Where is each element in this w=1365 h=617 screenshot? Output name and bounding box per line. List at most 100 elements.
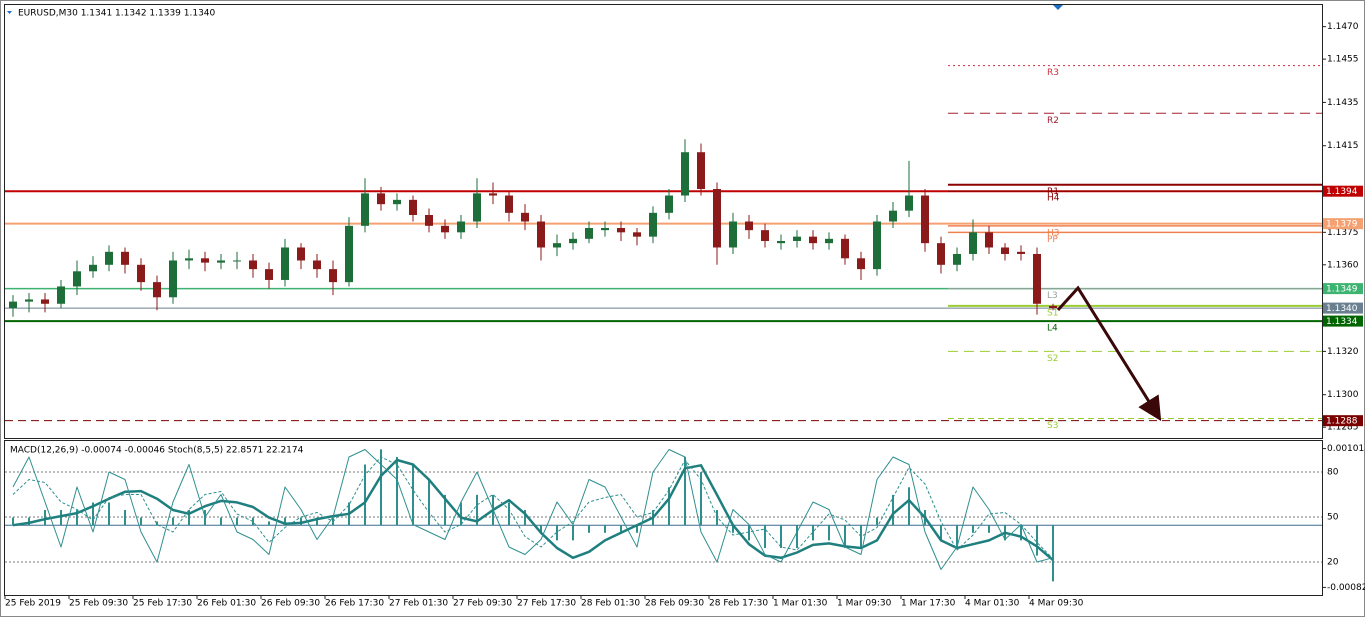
pivot-label: H3 (1047, 228, 1060, 238)
macd-bar (204, 510, 206, 526)
y-tick-label: 1.1455 (1327, 55, 1359, 65)
candle-body (441, 225, 449, 233)
pivot-label: R3 (1047, 68, 1059, 78)
candle-body (1017, 251, 1025, 254)
macd-bar (60, 510, 62, 526)
x-tick-label: 28 Feb 01:30 (581, 599, 640, 609)
macd-bar (796, 525, 798, 548)
y-tick-label: 1.1415 (1327, 141, 1359, 151)
candle-body (889, 210, 897, 222)
price-tag (1323, 185, 1363, 197)
candle-body (521, 212, 529, 222)
pivot-label: S2 (1047, 354, 1058, 364)
indicator-title: MACD(12,26,9) -0.00074 -0.00046 Stoch(8,… (10, 446, 304, 456)
candle-body (633, 232, 641, 237)
price-tag-label: 1.1334 (1326, 317, 1358, 327)
x-tick-label: 28 Feb 09:30 (645, 599, 704, 609)
macd-bar (508, 502, 510, 526)
pivot-label: S3 (1047, 421, 1058, 431)
macd-bar (572, 525, 574, 541)
candle-body (393, 199, 401, 205)
candle-body (9, 301, 17, 309)
y2-tick-label: 50 (1327, 513, 1339, 523)
candle-body (105, 251, 113, 265)
macd-bar (988, 525, 990, 533)
shift-marker[interactable] (1053, 5, 1063, 10)
y-tick-label: 1.1300 (1327, 390, 1359, 400)
macd-bar (236, 517, 238, 526)
candle-body (681, 152, 689, 196)
candle-body (729, 221, 737, 248)
macd-bar (636, 525, 638, 533)
y2-tick-label: 80 (1327, 468, 1339, 478)
macd-bar (380, 449, 382, 526)
macd-bar (44, 510, 46, 526)
candle-body (121, 251, 129, 265)
price-panel (4, 4, 1323, 439)
candle-body (217, 260, 225, 263)
price-tag (1323, 218, 1363, 230)
candle-body (697, 152, 705, 190)
candle-body (905, 195, 913, 211)
candle-body (25, 299, 33, 302)
indicator-line (12, 456, 1054, 560)
pivot-label: R2 (1047, 116, 1059, 126)
macd-bar (140, 517, 142, 526)
candle-body (601, 227, 609, 231)
candle-body (585, 227, 593, 239)
candle-body (153, 282, 161, 298)
candle-body (505, 195, 513, 213)
pivot-label: H4 (1047, 194, 1060, 204)
candle-body (569, 238, 577, 244)
y-tick-label: 1.1285 (1327, 423, 1359, 433)
pivot-label: L3 (1047, 291, 1058, 301)
candle-body (841, 238, 849, 259)
y2-tick-label: 20 (1327, 558, 1339, 568)
macd-bar (908, 487, 910, 526)
y-tick-label: 1.1375 (1327, 228, 1359, 238)
x-tick-label: 25 Feb 17:30 (133, 599, 192, 609)
x-tick-label: 1 Mar 01:30 (773, 599, 828, 609)
macd-bar (476, 494, 478, 526)
x-tick-label: 25 Feb 09:30 (69, 599, 128, 609)
macd-bar (1052, 525, 1054, 582)
macd-bar (124, 510, 126, 526)
candle-body (745, 221, 753, 231)
candle-body (777, 240, 785, 244)
candle-body (953, 253, 961, 265)
x-tick-label: 4 Mar 09:30 (1029, 599, 1084, 609)
macd-bar (108, 502, 110, 526)
y-tick-label: 0.00101 (1327, 444, 1364, 454)
price-tag-label: 1.1349 (1326, 285, 1358, 295)
price-tag-label: 1.1379 (1326, 220, 1358, 230)
candle-body (41, 299, 49, 304)
candle-body (825, 238, 833, 244)
macd-bar (956, 525, 958, 548)
candle-body (329, 269, 337, 283)
candle-body (713, 189, 721, 248)
macd-bar (700, 472, 702, 526)
candle-body (313, 260, 321, 270)
x-tick-label: 26 Feb 17:30 (325, 599, 384, 609)
macd-bar (268, 521, 270, 526)
macd-bar (732, 525, 734, 533)
macd-bar (620, 525, 622, 533)
price-tag (1323, 302, 1363, 314)
price-tag (1323, 283, 1363, 295)
candle-body (1033, 253, 1041, 304)
macd-bar (188, 510, 190, 526)
x-tick-label: 28 Feb 17:30 (709, 599, 768, 609)
symbol-menu[interactable] (7, 11, 12, 14)
candle-body (137, 264, 145, 283)
macd-bar (540, 525, 542, 533)
candle-body (1001, 247, 1009, 254)
price-tag (1323, 315, 1363, 327)
indicator-line (12, 458, 1054, 562)
candle-body (457, 221, 465, 233)
macd-bar (524, 510, 526, 526)
macd-bar (892, 494, 894, 526)
candle-body (89, 264, 97, 272)
macd-bar (92, 502, 94, 526)
candle-body (377, 193, 385, 205)
pivot-label: S1 (1047, 308, 1058, 318)
